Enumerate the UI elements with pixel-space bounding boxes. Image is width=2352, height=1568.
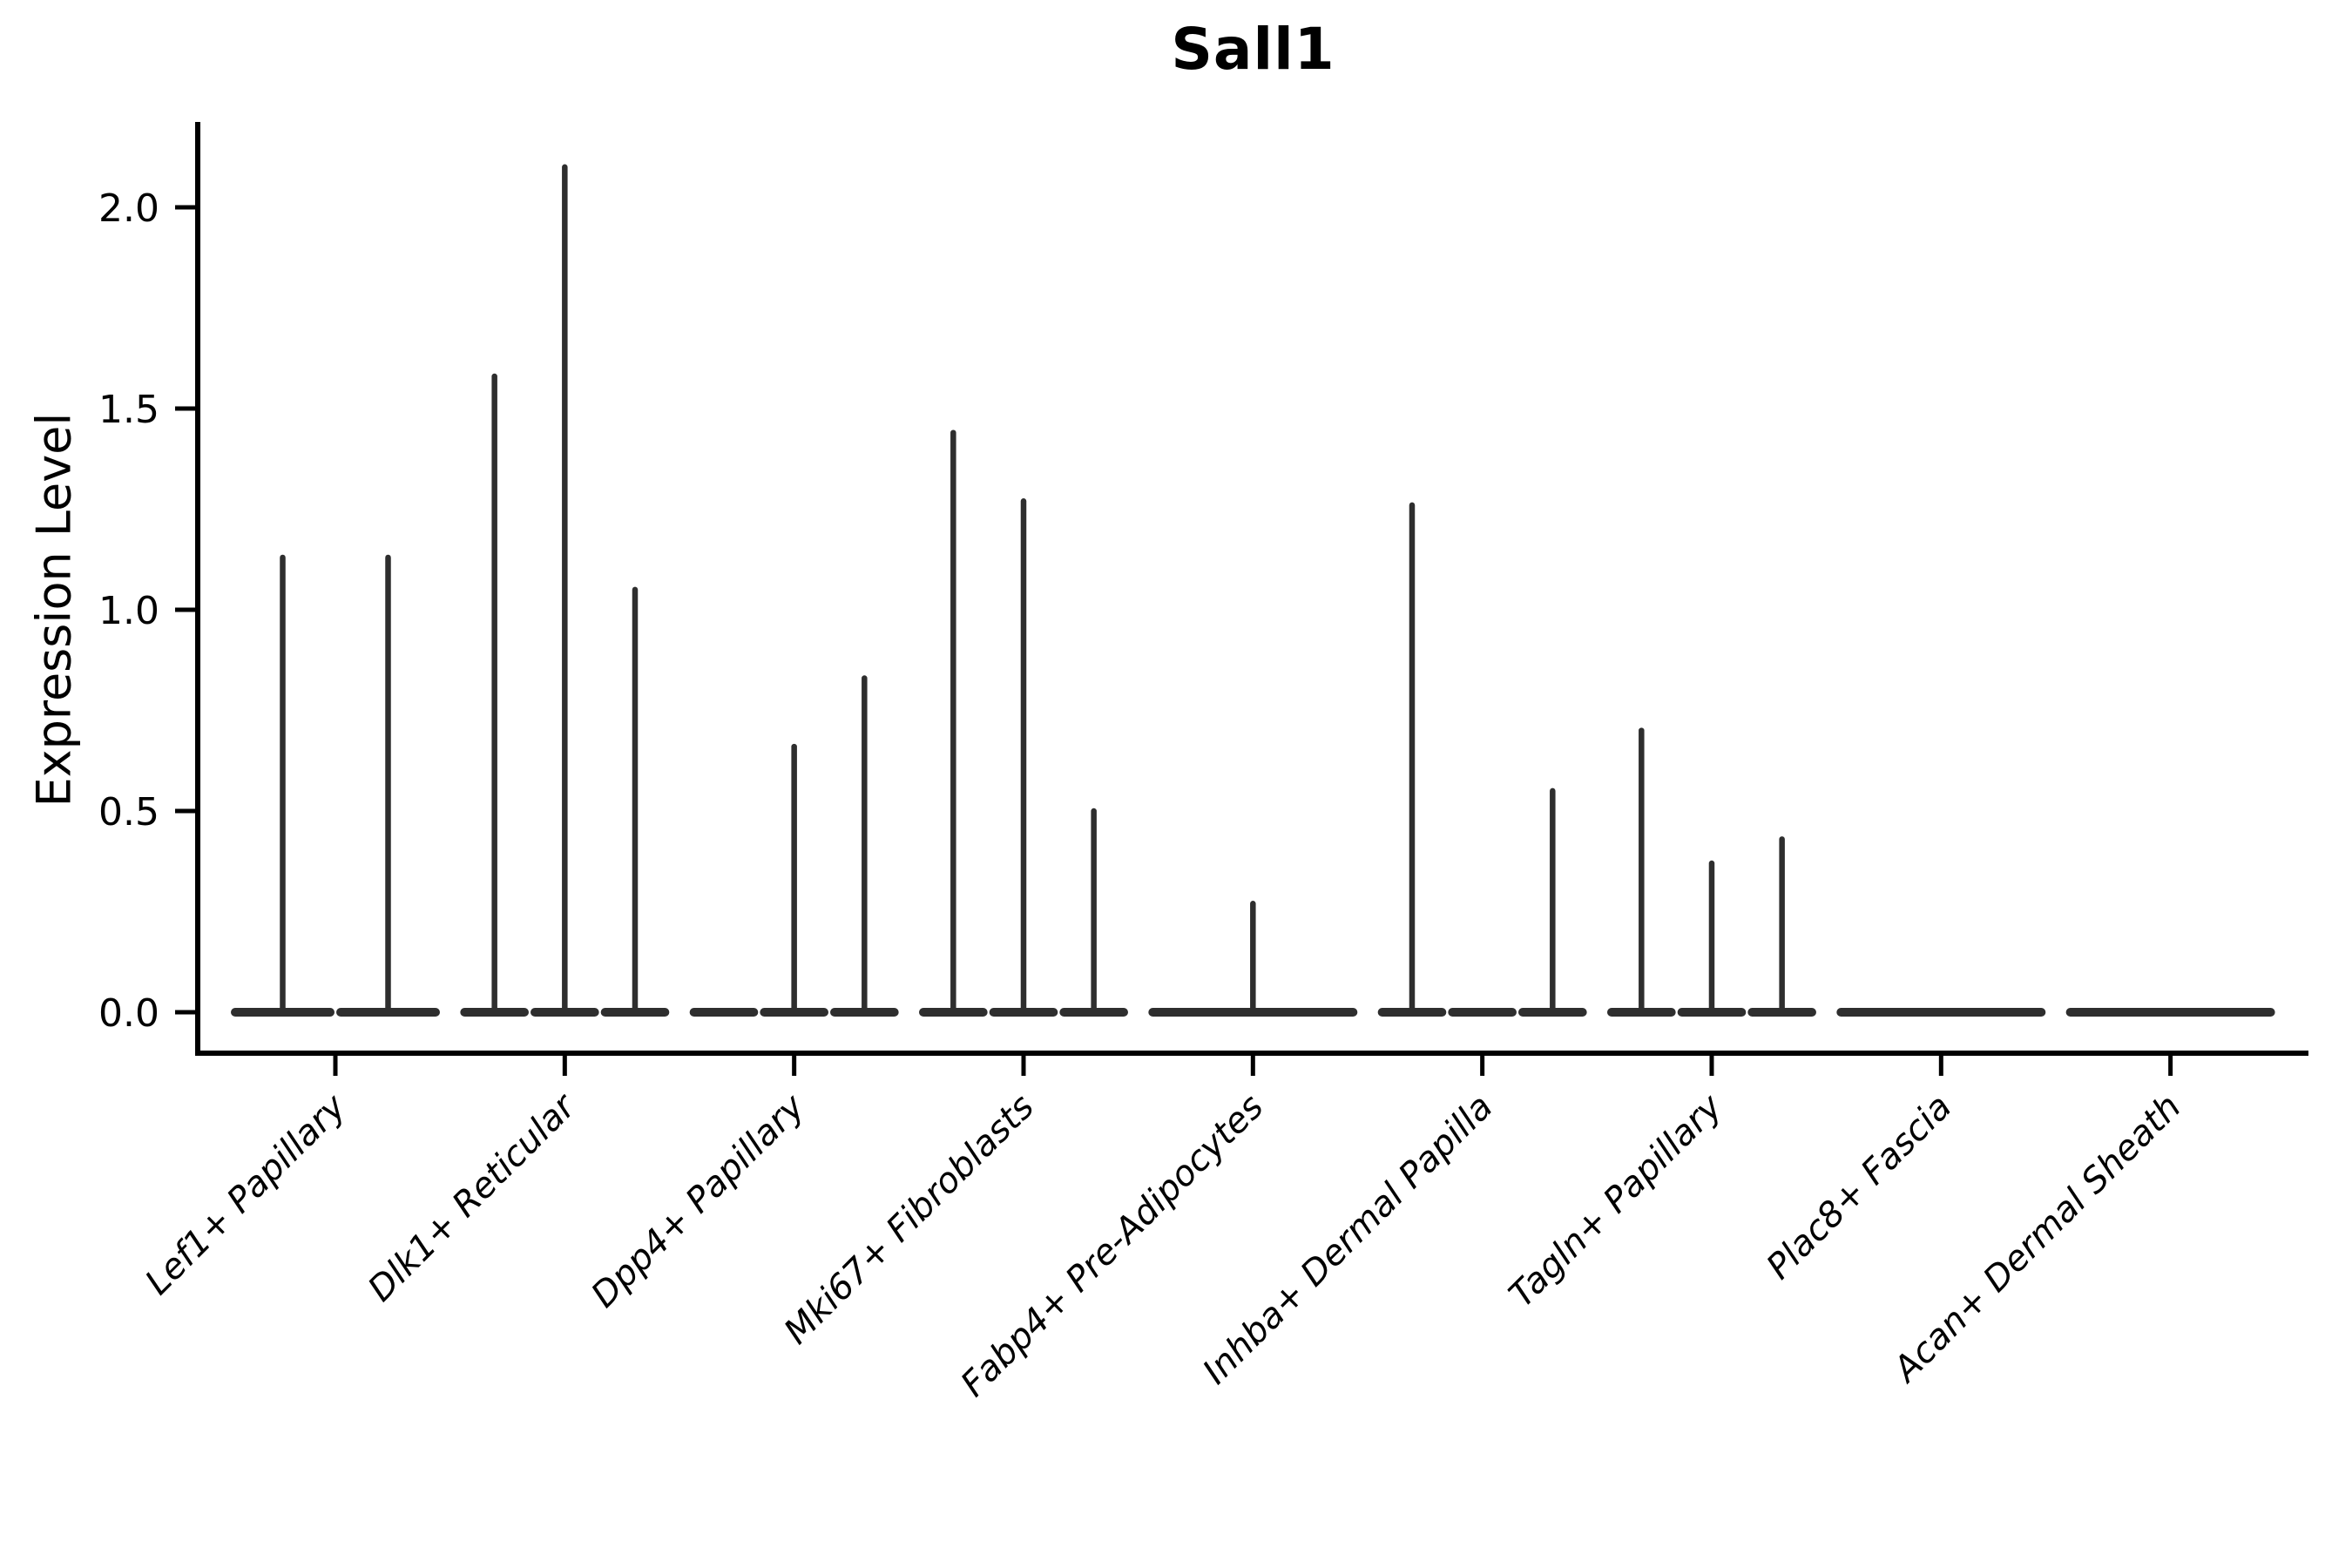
- y-tick-label: 2.0: [98, 186, 159, 231]
- y-tick-label: 0.0: [98, 991, 159, 1036]
- x-tick-label: Lef1+ Papillary: [138, 1086, 355, 1303]
- x-tick-label: Plac8+ Fascia: [1759, 1087, 1959, 1288]
- x-tick-label: Dpp4+ Papillary: [584, 1086, 813, 1315]
- y-tick-label: 1.0: [98, 589, 159, 633]
- plot-title: Sall1: [1171, 16, 1335, 83]
- x-tick-label: Dlk1+ Reticular: [361, 1085, 585, 1309]
- x-tick-label: Mki67+ Fibroblasts: [776, 1087, 1042, 1353]
- x-tick-label: Tagln+ Papillary: [1502, 1086, 1731, 1315]
- y-tick-label: 0.5: [98, 790, 159, 835]
- y-tick-label: 1.5: [98, 388, 159, 432]
